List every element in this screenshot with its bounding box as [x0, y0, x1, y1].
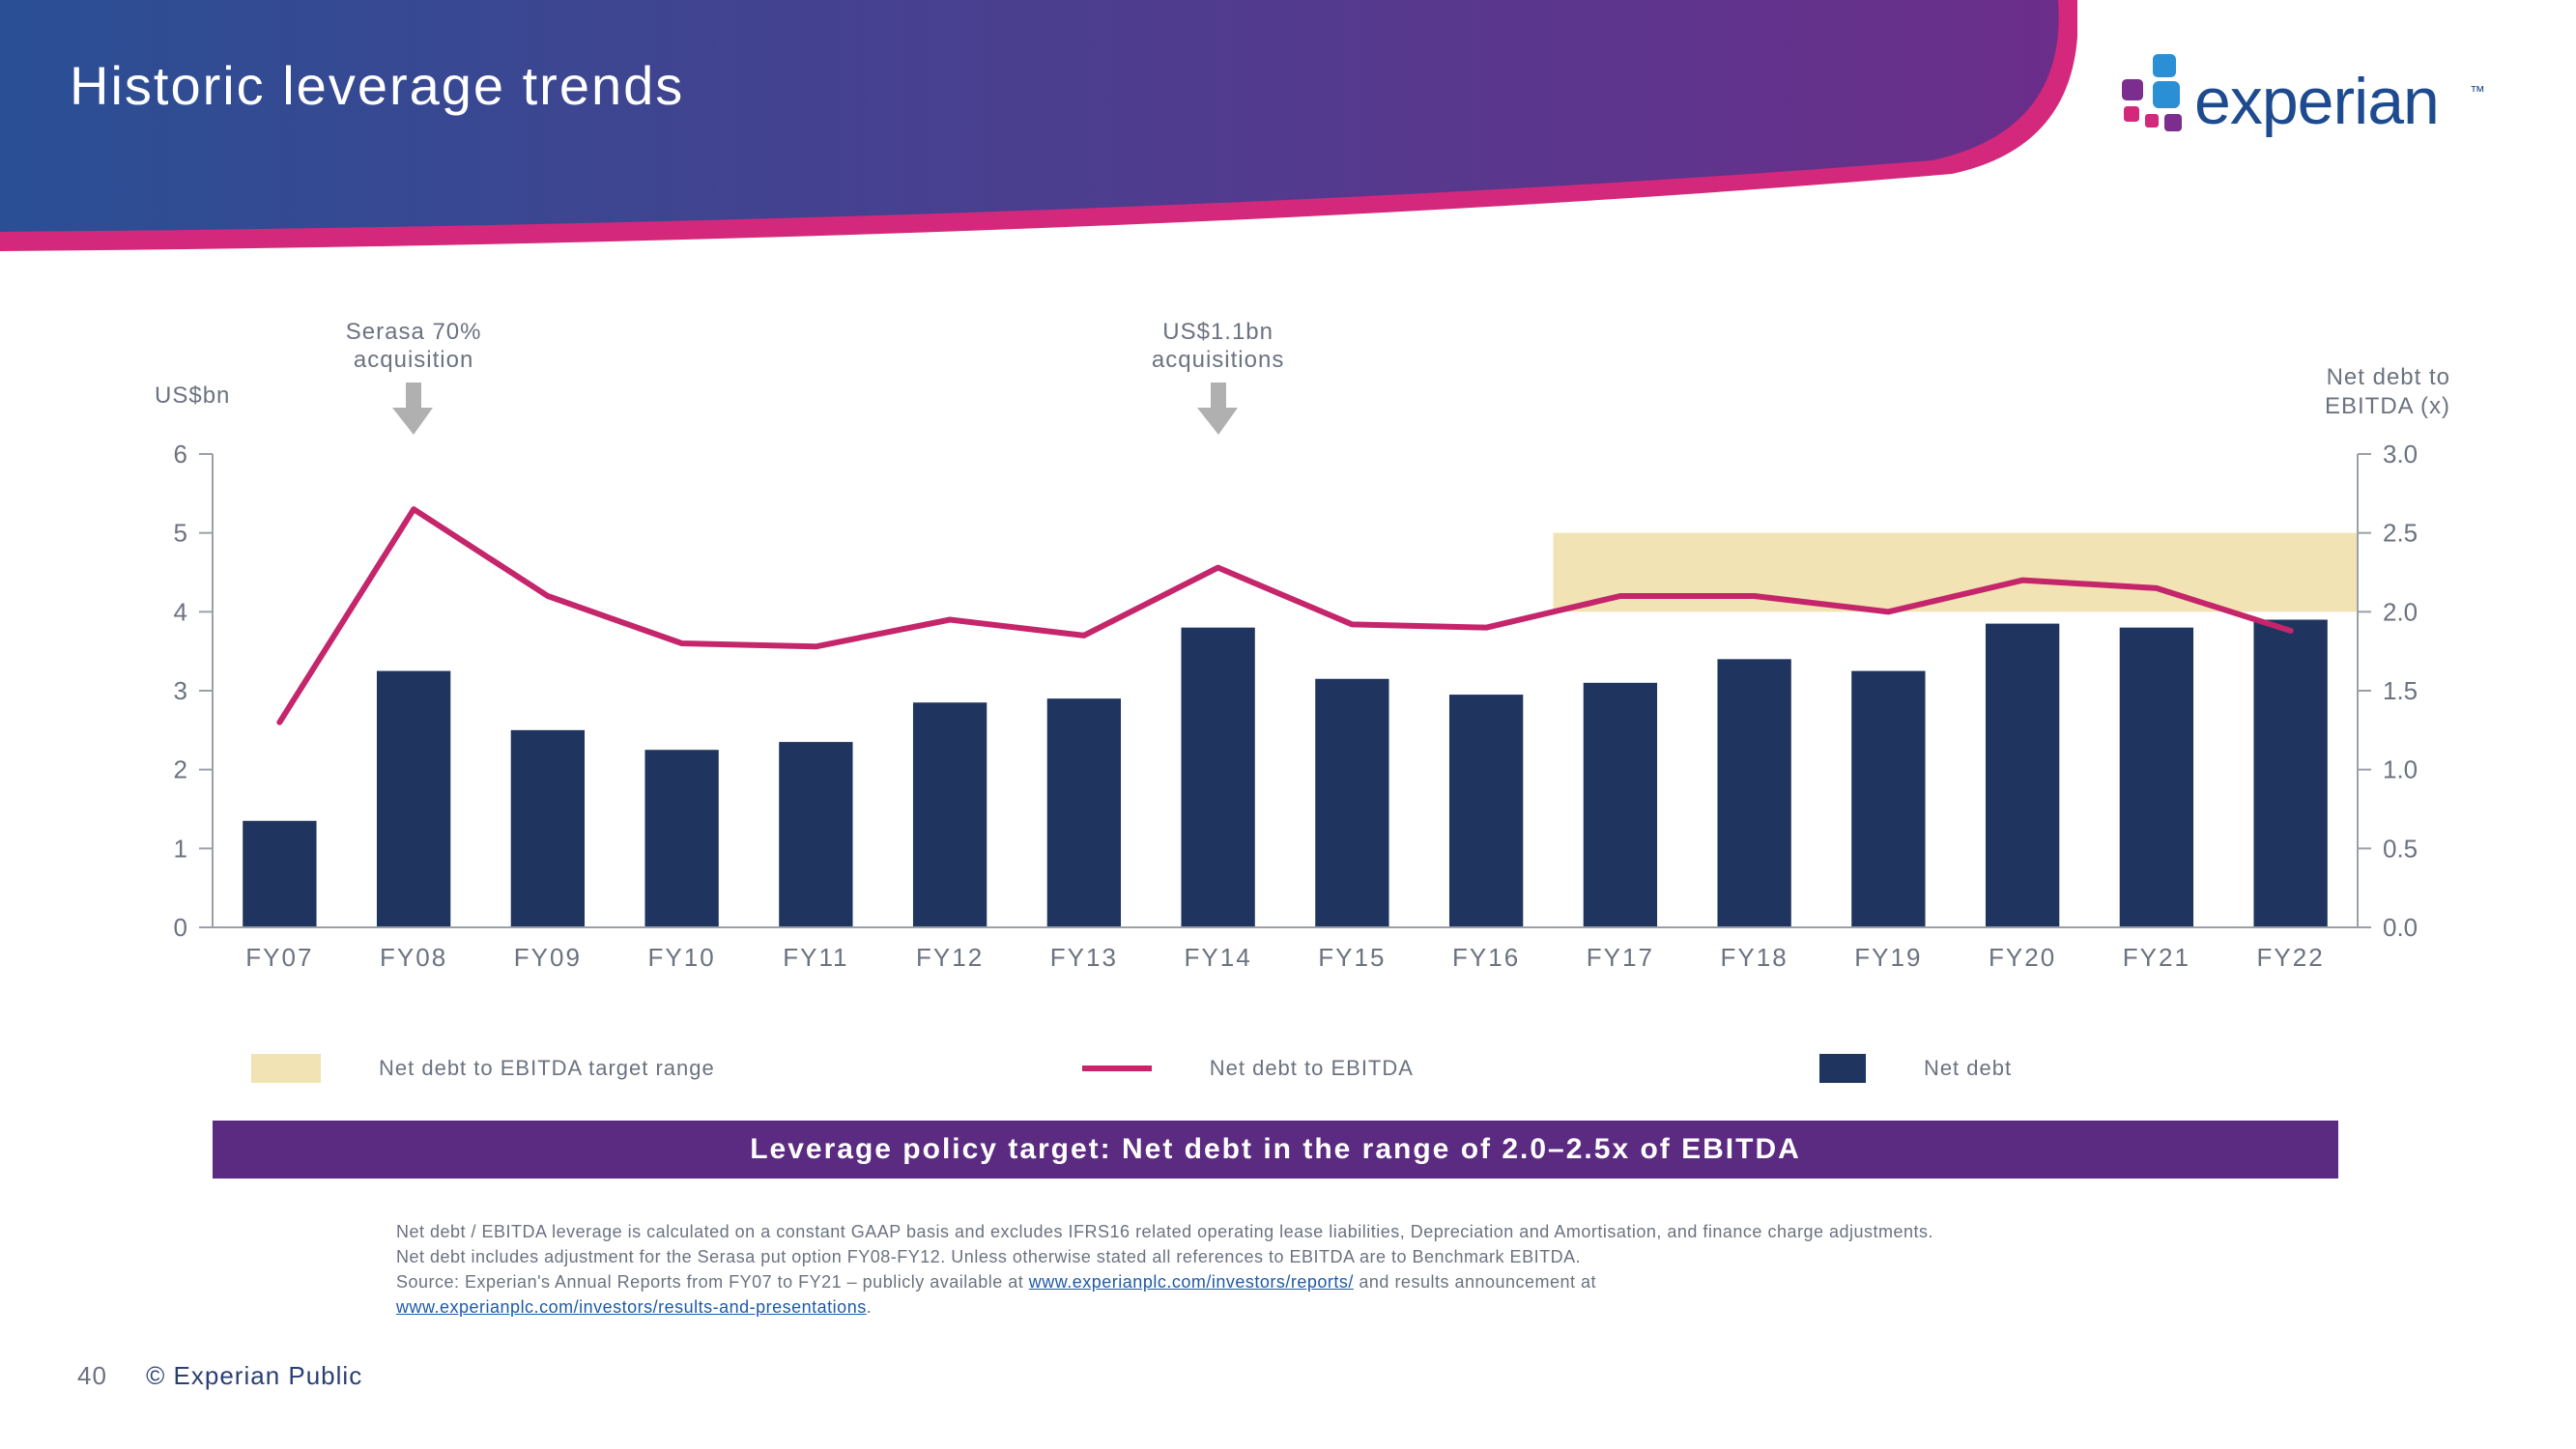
legend-label-target-range: Net debt to EBITDA target range [379, 1056, 715, 1081]
svg-text:0: 0 [174, 913, 187, 942]
svg-text:FY14: FY14 [1185, 943, 1252, 972]
svg-text:FY16: FY16 [1452, 943, 1520, 972]
svg-text:0.5: 0.5 [2383, 834, 2418, 863]
page-footer: 40 © Experian Public [77, 1361, 362, 1391]
svg-text:FY07: FY07 [245, 943, 313, 972]
svg-text:FY22: FY22 [2257, 943, 2325, 972]
svg-text:FY21: FY21 [2123, 943, 2190, 972]
experian-logo: experian ™ [2103, 48, 2489, 155]
svg-text:2: 2 [174, 755, 187, 784]
footnote-period: . [867, 1297, 873, 1317]
footnote-line3a: Source: Experian's Annual Reports from F… [396, 1272, 1029, 1292]
svg-text:6: 6 [174, 440, 187, 469]
svg-text:FY13: FY13 [1050, 943, 1118, 972]
footnote-line3b: and results announcement at [1359, 1272, 1596, 1292]
svg-text:4: 4 [174, 597, 187, 626]
svg-text:1.5: 1.5 [2383, 676, 2418, 705]
svg-text:2.5: 2.5 [2383, 519, 2418, 548]
copyright: © Experian Public [146, 1361, 362, 1390]
svg-text:3.0: 3.0 [2383, 440, 2418, 469]
leverage-chart: 0 1 2 3 4 5 6 0.0 0.5 1.0 1.5 2.0 2.5 3.0 FY07 FY08 FY09… [155, 348, 2416, 985]
policy-target-banner: Leverage policy target: Net debt in the … [213, 1121, 2338, 1179]
svg-text:5: 5 [174, 519, 187, 548]
footnote-link-reports[interactable]: www.experianplc.com/investors/reports/ [1029, 1272, 1354, 1292]
legend-label-bar: Net debt [1924, 1056, 2012, 1081]
svg-text:1: 1 [174, 834, 187, 863]
page-title: Historic leverage trends [70, 54, 684, 117]
legend-swatch-bar [1819, 1054, 1866, 1083]
page-number: 40 [77, 1361, 107, 1390]
svg-text:1.0: 1.0 [2383, 755, 2418, 784]
svg-text:FY09: FY09 [514, 943, 582, 972]
chart-legend: Net debt to EBITDA target range Net debt… [251, 1047, 2377, 1090]
footnote-link-results[interactable]: www.experianplc.com/investors/results-an… [396, 1297, 867, 1317]
svg-text:experian: experian [2194, 65, 2439, 138]
svg-text:2.0: 2.0 [2383, 597, 2418, 626]
svg-text:FY08: FY08 [380, 943, 447, 972]
legend-swatch-line [1082, 1065, 1152, 1071]
policy-target-text: Leverage policy target: Net debt in the … [750, 1133, 1801, 1166]
svg-text:FY15: FY15 [1318, 943, 1386, 972]
svg-text:FY11: FY11 [783, 943, 848, 972]
svg-text:FY18: FY18 [1721, 943, 1789, 972]
svg-text:0.0: 0.0 [2383, 913, 2418, 942]
svg-text:FY20: FY20 [1989, 943, 2056, 972]
legend-label-line: Net debt to EBITDA [1210, 1056, 1414, 1081]
footnote-text: Net debt / EBITDA leverage is calculated… [396, 1219, 2280, 1320]
svg-text:FY19: FY19 [1854, 943, 1922, 972]
svg-text:3: 3 [174, 676, 187, 705]
svg-text:FY10: FY10 [648, 943, 716, 972]
svg-text:FY17: FY17 [1587, 943, 1654, 972]
svg-text:™: ™ [2470, 84, 2485, 100]
svg-text:FY12: FY12 [916, 943, 984, 972]
footnote-line2: Net debt includes adjustment for the Ser… [396, 1247, 1581, 1266]
footnote-line1: Net debt / EBITDA leverage is calculated… [396, 1222, 1933, 1241]
legend-swatch-target-range [251, 1054, 321, 1083]
